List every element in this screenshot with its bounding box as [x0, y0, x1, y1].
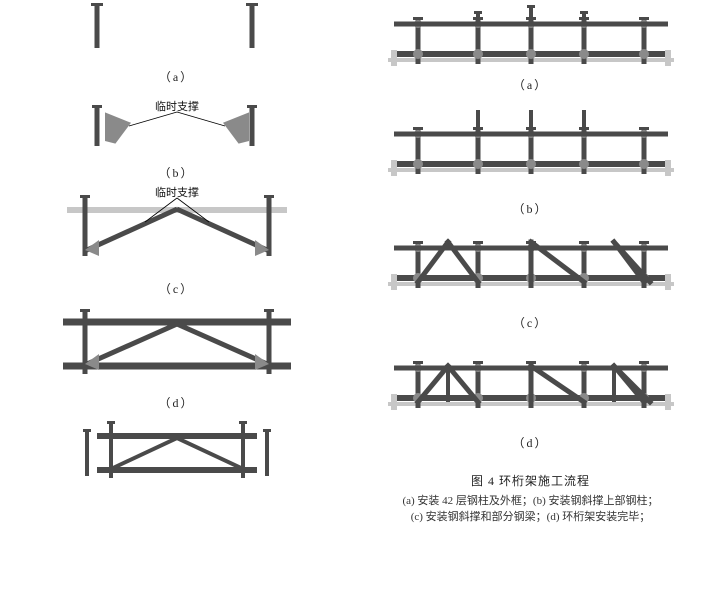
right-panel-d: （d） — [354, 344, 707, 462]
left-panel-e — [0, 414, 353, 508]
left-panel-d: （d） — [0, 300, 353, 414]
right-diagram-c — [366, 224, 696, 308]
figure-caption-line1: (a) 安装 42 层钢柱及外框；(b) 安装钢斜撑上部钢柱； — [354, 493, 707, 509]
left-sublabel-d: （d） — [158, 394, 194, 411]
right-panel-a: （a） — [354, 0, 707, 110]
right-sublabel-a: （a） — [513, 76, 548, 93]
svg-text:临时支撑: 临时支撑 — [155, 186, 199, 199]
left-sublabel-b: （b） — [158, 164, 194, 181]
left-sublabel-c: （c） — [159, 280, 194, 297]
page: （a） 临时支撑 （b） 临时支撑 （c） （d） （a） （b） — [0, 0, 707, 590]
left-panel-c: 临时支撑 （c） — [0, 186, 353, 300]
figure-caption: 图 4 环桁架施工流程 (a) 安装 42 层钢柱及外框；(b) 安装钢斜撑上部… — [354, 472, 707, 525]
figure-caption-title: 图 4 环桁架施工流程 — [354, 472, 707, 489]
left-diagram-c: 临时支撑 — [27, 186, 327, 274]
right-sublabel-d: （d） — [512, 434, 548, 451]
left-panel-a: （a） — [0, 0, 353, 86]
right-diagram-b — [366, 110, 696, 194]
left-column: （a） 临时支撑 （b） 临时支撑 （c） （d） — [0, 0, 353, 590]
left-panel-b: 临时支撑 （b） — [0, 86, 353, 186]
left-diagram-d — [27, 300, 327, 388]
left-diagram-b: 临时支撑 — [27, 86, 327, 158]
left-sublabel-a: （a） — [159, 68, 194, 85]
right-diagram-a — [366, 0, 696, 70]
right-column: （a） （b） （c） （d） 图 4 环桁架施工流程 (a) 安装 42 层钢… — [354, 0, 707, 590]
figure-caption-line2: (c) 安装钢斜撑和部分钢梁；(d) 环桁架安装完毕； — [354, 509, 707, 525]
right-sublabel-b: （b） — [512, 200, 548, 217]
right-panel-b: （b） — [354, 110, 707, 224]
svg-text:临时支撑: 临时支撑 — [155, 99, 199, 113]
left-diagram-a — [27, 0, 327, 62]
right-sublabel-c: （c） — [513, 314, 548, 331]
right-diagram-d — [366, 344, 696, 428]
right-panel-c: （c） — [354, 224, 707, 344]
left-diagram-e — [27, 414, 327, 494]
